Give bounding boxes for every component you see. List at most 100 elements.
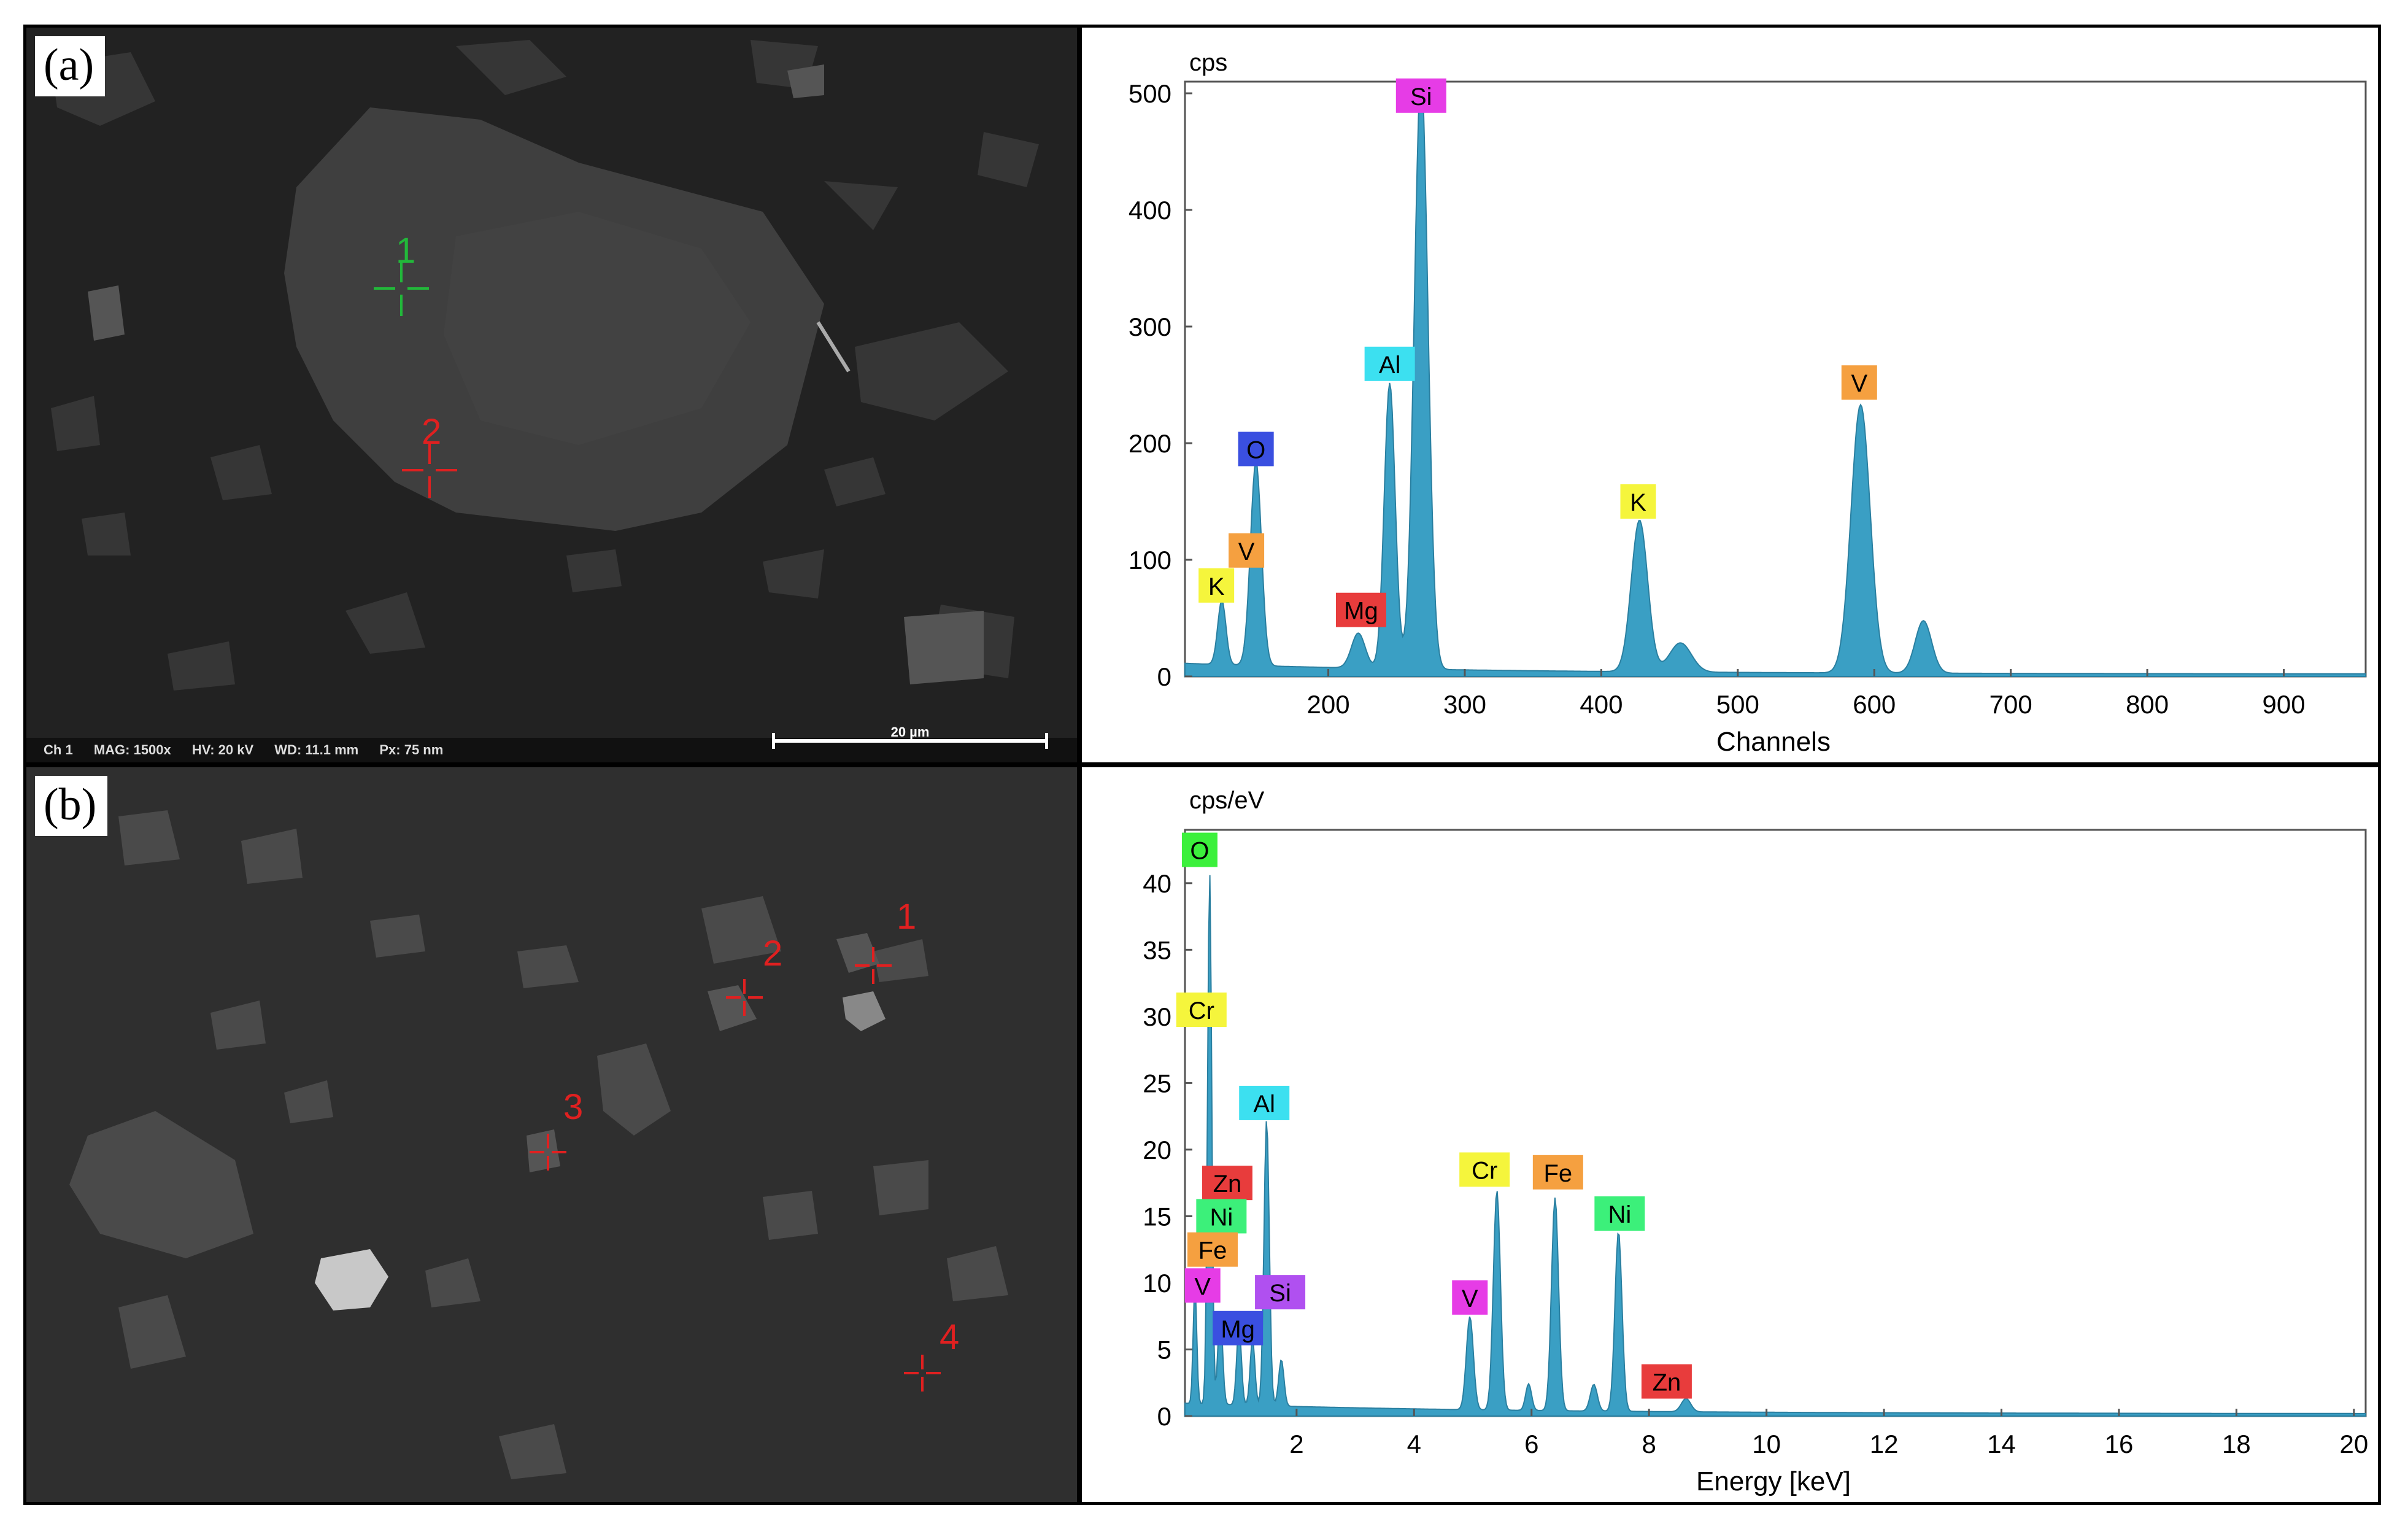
y-tick-label: 0 bbox=[1157, 662, 1171, 691]
eds-spectrum-b: cps/eV Energy [keV] 2 4 6 8 10 12 14 16 18 20 0 5 10… bbox=[1082, 767, 2378, 1502]
x-axis-title: Energy [keV] bbox=[1696, 1466, 1851, 1496]
svg-text:Al: Al bbox=[1253, 1091, 1275, 1118]
point-cross-b2 bbox=[726, 979, 763, 1016]
y-tick-label: 0 bbox=[1157, 1402, 1171, 1431]
x-tick-label: 20 bbox=[2339, 1430, 2368, 1458]
y-tick-label: 35 bbox=[1143, 935, 1171, 964]
point-cross-b4 bbox=[904, 1355, 941, 1392]
element-label-v: V bbox=[1229, 533, 1265, 568]
sem-image-a: (a) 1 2 Ch 1 MAG: 1500x HV: 20 kV WD: 11… bbox=[26, 28, 1077, 762]
x-tick-label: 18 bbox=[2222, 1430, 2251, 1458]
spectrum-chart-a: cps Channels 200 300 400 500 600 700 800 900 0 10… bbox=[1129, 49, 2367, 757]
svg-text:O: O bbox=[1190, 838, 1209, 865]
element-label-fe: Fe bbox=[1187, 1232, 1238, 1267]
y-tick-label: 20 bbox=[1143, 1136, 1171, 1164]
element-label-k: K bbox=[1620, 484, 1656, 519]
svg-text:Si: Si bbox=[1269, 1280, 1291, 1307]
svg-text:K: K bbox=[1208, 573, 1225, 600]
y-tick-label: 25 bbox=[1143, 1069, 1171, 1097]
x-tick-label: 600 bbox=[1853, 690, 1896, 719]
element-label-fe: Fe bbox=[1532, 1155, 1583, 1190]
element-label-mg: Mg bbox=[1335, 592, 1386, 627]
x-tick-label: 10 bbox=[1752, 1430, 1781, 1458]
element-label-ni: Ni bbox=[1594, 1196, 1645, 1231]
svg-text:V: V bbox=[1851, 370, 1867, 397]
y-tick-label: 40 bbox=[1143, 869, 1171, 898]
svg-text:Zn: Zn bbox=[1213, 1171, 1242, 1198]
element-label-si: Si bbox=[1255, 1275, 1306, 1310]
point-label-b3: 3 bbox=[563, 1087, 584, 1127]
databar-mag: MAG: 1500x bbox=[93, 742, 171, 757]
svg-text:Mg: Mg bbox=[1344, 598, 1378, 625]
x-tick-label: 4 bbox=[1407, 1430, 1421, 1458]
y-tick-label: 300 bbox=[1129, 312, 1171, 341]
point-label-b4: 4 bbox=[940, 1317, 960, 1357]
element-label-cr: Cr bbox=[1459, 1152, 1510, 1187]
svg-text:Al: Al bbox=[1379, 352, 1401, 379]
svg-text:V: V bbox=[1194, 1273, 1211, 1300]
databar-px: Px: 75 nm bbox=[379, 742, 444, 757]
x-axis-title: Channels bbox=[1716, 727, 1831, 757]
databar-channel: Ch 1 bbox=[44, 742, 73, 757]
x-tick-label: 2 bbox=[1289, 1430, 1303, 1458]
svg-text:K: K bbox=[1630, 489, 1646, 516]
y-tick-label: 500 bbox=[1129, 79, 1171, 108]
x-tick-label: 6 bbox=[1524, 1430, 1538, 1458]
svg-text:Fe: Fe bbox=[1543, 1160, 1572, 1187]
element-label-k: K bbox=[1198, 568, 1235, 603]
element-label-o: O bbox=[1181, 832, 1218, 867]
sem-texture-a bbox=[26, 28, 1077, 762]
svg-text:Fe: Fe bbox=[1198, 1237, 1227, 1264]
svg-text:Zn: Zn bbox=[1653, 1369, 1681, 1396]
point-label-1: 1 bbox=[396, 231, 416, 271]
y-tick-label: 200 bbox=[1129, 429, 1171, 458]
point-label-b1: 1 bbox=[897, 897, 917, 937]
scale-bar: 20 µm bbox=[772, 724, 1048, 750]
y-tick-label: 10 bbox=[1143, 1269, 1171, 1298]
x-tick-label: 400 bbox=[1580, 690, 1623, 719]
point-cross-b1 bbox=[855, 947, 892, 984]
svg-text:Si: Si bbox=[1410, 83, 1432, 110]
spectrum-area bbox=[1184, 79, 2366, 677]
element-label-v: V bbox=[1841, 365, 1877, 400]
panel-label-a: (a) bbox=[35, 36, 106, 96]
x-tick-label: 900 bbox=[2263, 690, 2306, 719]
y-tick-label: 15 bbox=[1143, 1202, 1171, 1231]
eds-spectrum-a: cps Channels 200 300 400 500 600 700 800 900 0 10… bbox=[1082, 28, 2378, 762]
plot-area bbox=[1184, 80, 2367, 678]
element-label-al: Al bbox=[1364, 346, 1415, 381]
x-tick-label: 700 bbox=[1989, 690, 2032, 719]
y-tick-label: 30 bbox=[1143, 1002, 1171, 1031]
svg-text:Ni: Ni bbox=[1608, 1201, 1631, 1228]
spectrum-area bbox=[1184, 875, 2366, 1417]
element-label-v: V bbox=[1452, 1280, 1488, 1315]
svg-text:Cr: Cr bbox=[1189, 997, 1214, 1024]
x-tick-label: 800 bbox=[2126, 690, 2169, 719]
element-label-zn: Zn bbox=[1202, 1166, 1252, 1201]
point-cross-2 bbox=[402, 443, 457, 498]
sem-image-b: (b) 1 2 3 4 bbox=[26, 767, 1077, 1502]
x-tick-label: 300 bbox=[1443, 690, 1486, 719]
element-label-zn: Zn bbox=[1641, 1364, 1692, 1399]
svg-text:V: V bbox=[1238, 538, 1255, 565]
x-tick-label: 500 bbox=[1716, 690, 1759, 719]
svg-text:O: O bbox=[1246, 437, 1265, 464]
element-label-al: Al bbox=[1239, 1085, 1290, 1120]
x-tick-label: 12 bbox=[1870, 1430, 1899, 1458]
x-tick-label: 16 bbox=[2105, 1430, 2134, 1458]
element-label-cr: Cr bbox=[1176, 993, 1227, 1028]
y-tick-label: 400 bbox=[1129, 196, 1171, 225]
svg-text:Ni: Ni bbox=[1210, 1204, 1233, 1231]
y-units-label: cps bbox=[1189, 49, 1227, 76]
scale-bar-label: 20 µm bbox=[890, 724, 930, 740]
y-units-label: cps/eV bbox=[1189, 787, 1265, 814]
element-label-v: V bbox=[1184, 1268, 1221, 1303]
svg-text:Cr: Cr bbox=[1472, 1157, 1497, 1184]
sem-texture-b bbox=[26, 767, 1077, 1502]
svg-text:Mg: Mg bbox=[1221, 1316, 1255, 1343]
svg-text:V: V bbox=[1462, 1285, 1478, 1312]
element-label-o: O bbox=[1238, 432, 1274, 466]
databar-wd: WD: 11.1 mm bbox=[274, 742, 359, 757]
y-tick-label: 5 bbox=[1157, 1335, 1171, 1364]
point-label-2: 2 bbox=[422, 412, 442, 452]
